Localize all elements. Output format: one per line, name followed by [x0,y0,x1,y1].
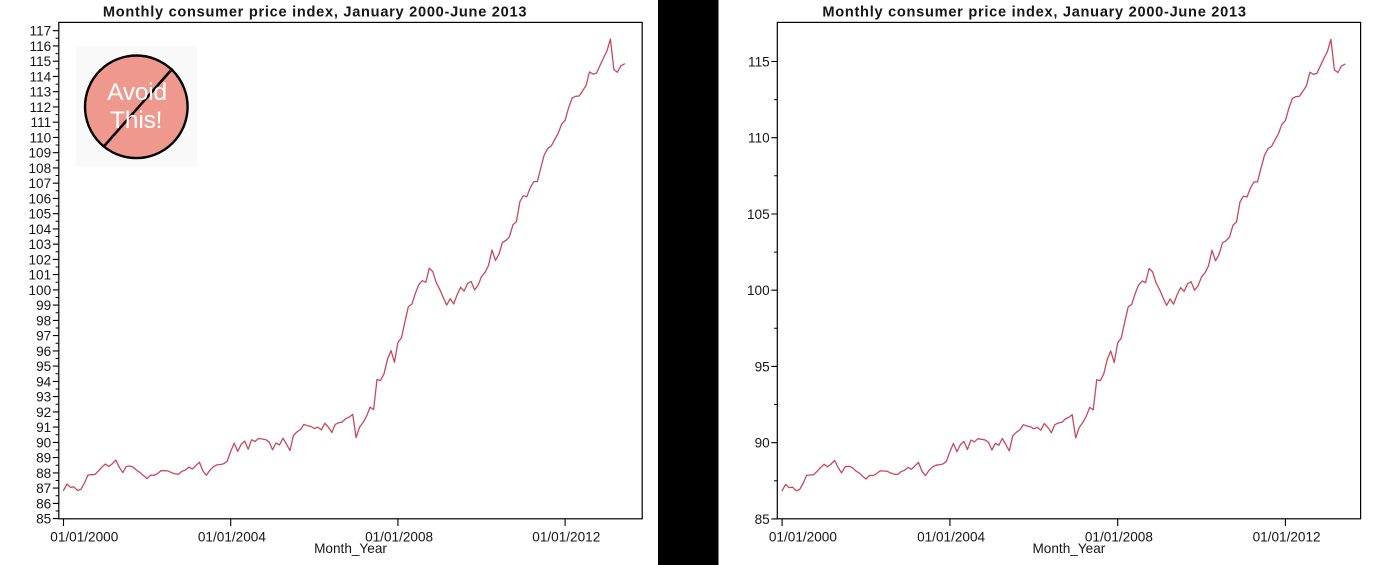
svg-text:This!: This! [110,107,162,134]
svg-text:106: 106 [29,191,52,206]
svg-text:89: 89 [36,451,51,466]
svg-text:116: 116 [30,39,52,54]
svg-text:01/01/2004: 01/01/2004 [198,529,266,544]
svg-text:Month_Year: Month_Year [314,541,387,556]
svg-text:117: 117 [30,24,52,39]
svg-text:01/01/2000: 01/01/2000 [50,529,118,544]
svg-text:86: 86 [36,496,51,511]
svg-text:114: 114 [30,69,52,84]
svg-text:01/01/2008: 01/01/2008 [1085,529,1153,544]
svg-text:100: 100 [29,283,52,298]
svg-text:98: 98 [36,313,51,328]
svg-text:108: 108 [29,161,52,176]
svg-text:01/01/2000: 01/01/2000 [769,529,837,544]
svg-text:85: 85 [36,512,51,527]
svg-text:Avoid: Avoid [107,79,167,106]
svg-text:115: 115 [748,54,770,69]
svg-text:107: 107 [29,176,52,191]
svg-text:90: 90 [36,435,52,450]
svg-text:90: 90 [755,436,771,451]
svg-text:88: 88 [36,466,51,481]
svg-text:Month_Year: Month_Year [1032,541,1105,556]
svg-text:01/01/2012: 01/01/2012 [1253,529,1321,544]
svg-text:95: 95 [755,359,770,374]
svg-text:102: 102 [29,252,52,267]
svg-text:99: 99 [36,298,51,313]
svg-text:01/01/2004: 01/01/2004 [917,529,985,544]
svg-text:103: 103 [29,237,52,252]
svg-text:110: 110 [30,130,52,145]
svg-text:87: 87 [36,481,51,496]
svg-text:110: 110 [748,131,770,146]
svg-text:105: 105 [747,207,770,222]
svg-text:Monthly consumer price index,: Monthly consumer price index, January 20… [822,4,1246,20]
svg-text:01/01/2012: 01/01/2012 [532,529,600,544]
svg-text:96: 96 [36,344,51,359]
svg-text:95: 95 [36,359,51,374]
svg-text:111: 111 [31,115,52,130]
svg-text:109: 109 [29,146,52,161]
svg-text:85: 85 [755,512,770,527]
svg-text:100: 100 [747,283,770,298]
svg-text:97: 97 [36,329,51,344]
svg-text:Monthly consumer price index,: Monthly consumer price index, January 20… [103,4,527,20]
svg-text:101: 101 [29,268,52,283]
svg-text:113: 113 [30,85,52,100]
svg-text:93: 93 [36,390,51,405]
svg-text:112: 112 [30,100,52,115]
svg-text:92: 92 [36,405,51,420]
svg-text:91: 91 [36,420,51,435]
svg-text:105: 105 [29,207,52,222]
svg-text:94: 94 [36,374,52,389]
svg-text:115: 115 [30,54,52,69]
svg-text:104: 104 [29,222,52,237]
svg-text:01/01/2008: 01/01/2008 [365,529,433,544]
